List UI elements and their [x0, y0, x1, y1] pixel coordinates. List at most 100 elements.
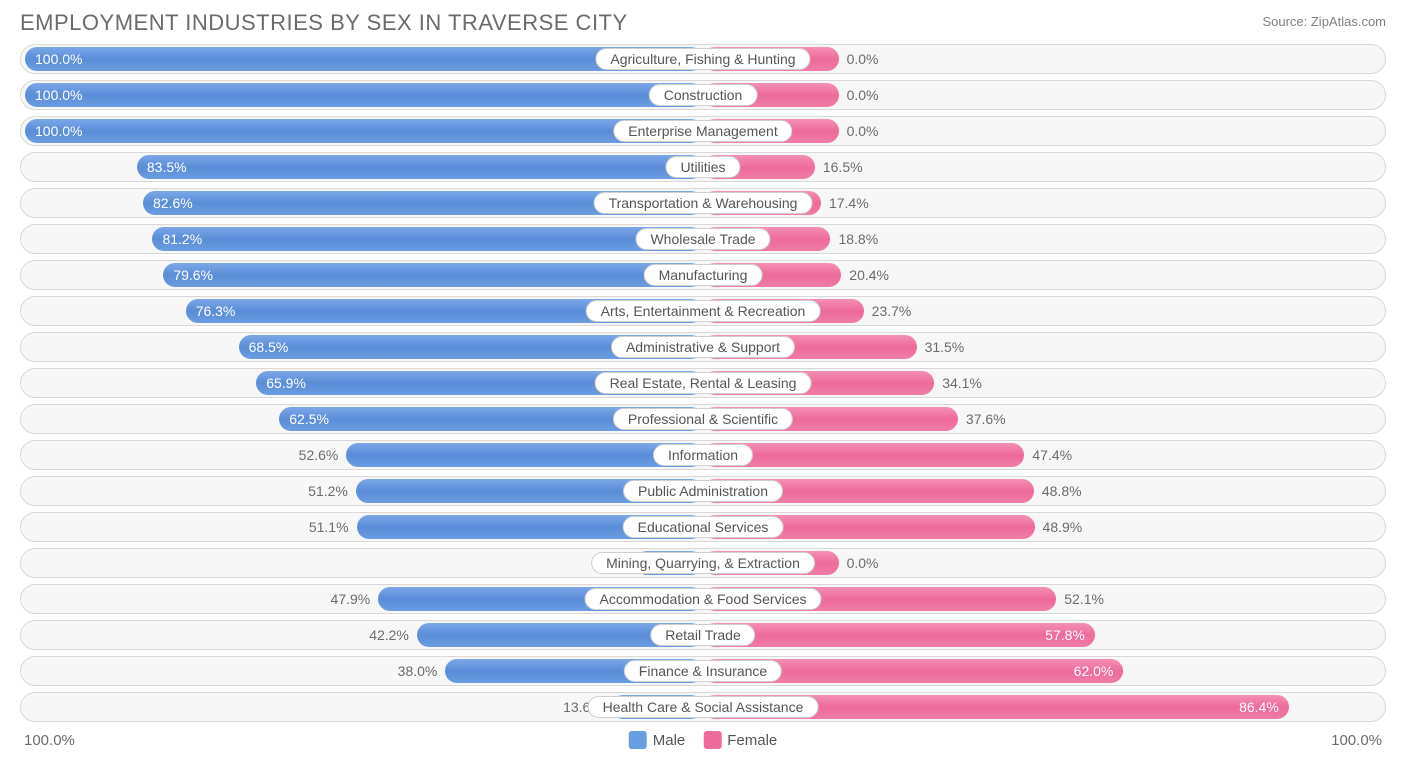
chart-footer: 100.0% Male Female 100.0% [20, 728, 1386, 752]
female-half: 47.4% [703, 443, 1381, 467]
legend-label-male: Male [653, 732, 686, 749]
legend-item-female: Female [703, 731, 777, 749]
category-pill: Retail Trade [650, 624, 755, 646]
male-half: 51.1% [25, 515, 703, 539]
chart-row: 83.5% 16.5% Utilities [20, 152, 1386, 182]
chart-row: 79.6% 20.4% Manufacturing [20, 260, 1386, 290]
female-half: 0.0% [703, 83, 1381, 107]
male-bar: 79.6% [163, 263, 703, 287]
diverging-bar-chart: 100.0% 0.0% Agriculture, Fishing & Hunting… [20, 44, 1386, 722]
male-value-label: 81.2% [162, 231, 202, 247]
male-value-label: 62.5% [289, 411, 329, 427]
category-pill: Accommodation & Food Services [585, 588, 822, 610]
female-half: 20.4% [703, 263, 1381, 287]
category-pill: Finance & Insurance [624, 660, 782, 682]
legend-item-male: Male [629, 731, 686, 749]
male-value-label: 83.5% [147, 159, 187, 175]
female-value-label: 48.8% [1042, 483, 1082, 499]
male-half: 68.5% [25, 335, 703, 359]
category-pill: Agriculture, Fishing & Hunting [595, 48, 810, 70]
category-pill: Professional & Scientific [613, 408, 793, 430]
male-half: 83.5% [25, 155, 703, 179]
male-bar: 100.0% [25, 83, 703, 107]
male-value-label: 51.2% [308, 483, 348, 499]
male-value-label: 100.0% [35, 123, 82, 139]
category-pill: Manufacturing [644, 264, 763, 286]
female-half: 57.8% [703, 623, 1381, 647]
chart-row: 51.1%48.9%Educational Services [20, 512, 1386, 542]
chart-row: 65.9% 34.1% Real Estate, Rental & Leasing [20, 368, 1386, 398]
female-value-label: 62.0% [1074, 663, 1114, 679]
female-value-label: 0.0% [847, 87, 879, 103]
female-value-label: 16.5% [823, 159, 863, 175]
chart-row: 47.9% 52.1% Accommodation & Food Services [20, 584, 1386, 614]
axis-label-left: 100.0% [24, 732, 75, 749]
male-value-label: 42.2% [369, 627, 409, 643]
male-half: 79.6% [25, 263, 703, 287]
legend-label-female: Female [727, 732, 777, 749]
female-value-label: 0.0% [847, 555, 879, 571]
female-value-label: 0.0% [847, 51, 879, 67]
male-bar: 100.0% [25, 119, 703, 143]
chart-title: EMPLOYMENT INDUSTRIES BY SEX IN TRAVERSE… [20, 10, 628, 36]
category-pill: Wholesale Trade [635, 228, 770, 250]
chart-source: Source: ZipAtlas.com [1262, 14, 1386, 29]
female-half: 0.0% [703, 119, 1381, 143]
category-pill: Health Care & Social Assistance [588, 696, 819, 718]
female-half: 31.5% [703, 335, 1381, 359]
male-half: 51.2% [25, 479, 703, 503]
legend: Male Female [629, 731, 778, 749]
female-value-label: 31.5% [925, 339, 965, 355]
male-value-label: 100.0% [35, 51, 82, 67]
chart-row: 52.6% 47.4%Information [20, 440, 1386, 470]
female-half: 62.0% [703, 659, 1381, 683]
female-value-label: 34.1% [942, 375, 982, 391]
female-half: 18.8% [703, 227, 1381, 251]
category-pill: Utilities [665, 156, 740, 178]
male-half: 100.0% [25, 83, 703, 107]
male-value-label: 68.5% [249, 339, 289, 355]
male-value-label: 100.0% [35, 87, 82, 103]
swatch-female [703, 731, 721, 749]
category-pill: Transportation & Warehousing [594, 192, 813, 214]
axis-label-right: 100.0% [1331, 732, 1382, 749]
female-half: 37.6% [703, 407, 1381, 431]
male-half: 38.0% [25, 659, 703, 683]
category-pill: Construction [649, 84, 758, 106]
male-value-label: 79.6% [173, 267, 213, 283]
male-value-label: 52.6% [299, 447, 339, 463]
male-value-label: 76.3% [196, 303, 236, 319]
female-half: 48.8% [703, 479, 1381, 503]
female-half: 48.9% [703, 515, 1381, 539]
female-value-label: 20.4% [849, 267, 889, 283]
swatch-male [629, 731, 647, 749]
female-value-label: 86.4% [1239, 699, 1279, 715]
chart-row: 68.5% 31.5% Administrative & Support [20, 332, 1386, 362]
category-pill: Administrative & Support [611, 336, 795, 358]
male-half: 52.6% [25, 443, 703, 467]
male-value-label: 65.9% [266, 375, 306, 391]
female-value-label: 57.8% [1045, 627, 1085, 643]
category-pill: Mining, Quarrying, & Extraction [591, 552, 815, 574]
male-bar: 81.2% [152, 227, 703, 251]
female-value-label: 0.0% [847, 123, 879, 139]
male-half: 62.5% [25, 407, 703, 431]
male-value-label: 47.9% [331, 591, 371, 607]
male-value-label: 82.6% [153, 195, 193, 211]
chart-row: 81.2% 18.8%Wholesale Trade [20, 224, 1386, 254]
category-pill: Public Administration [623, 480, 783, 502]
female-value-label: 52.1% [1064, 591, 1104, 607]
male-bar: 83.5% [137, 155, 703, 179]
category-pill: Real Estate, Rental & Leasing [595, 372, 812, 394]
male-value-label: 38.0% [398, 663, 438, 679]
category-pill: Arts, Entertainment & Recreation [586, 300, 821, 322]
female-bar: 57.8% [703, 623, 1095, 647]
male-half: 100.0% [25, 119, 703, 143]
chart-row: 62.5% 37.6% Professional & Scientific [20, 404, 1386, 434]
female-value-label: 37.6% [966, 411, 1006, 427]
category-pill: Information [653, 444, 753, 466]
female-value-label: 23.7% [872, 303, 912, 319]
category-pill: Enterprise Management [613, 120, 792, 142]
chart-row: 13.6%86.4%Health Care & Social Assistanc… [20, 692, 1386, 722]
chart-row: 0.0%0.0%Mining, Quarrying, & Extraction [20, 548, 1386, 578]
